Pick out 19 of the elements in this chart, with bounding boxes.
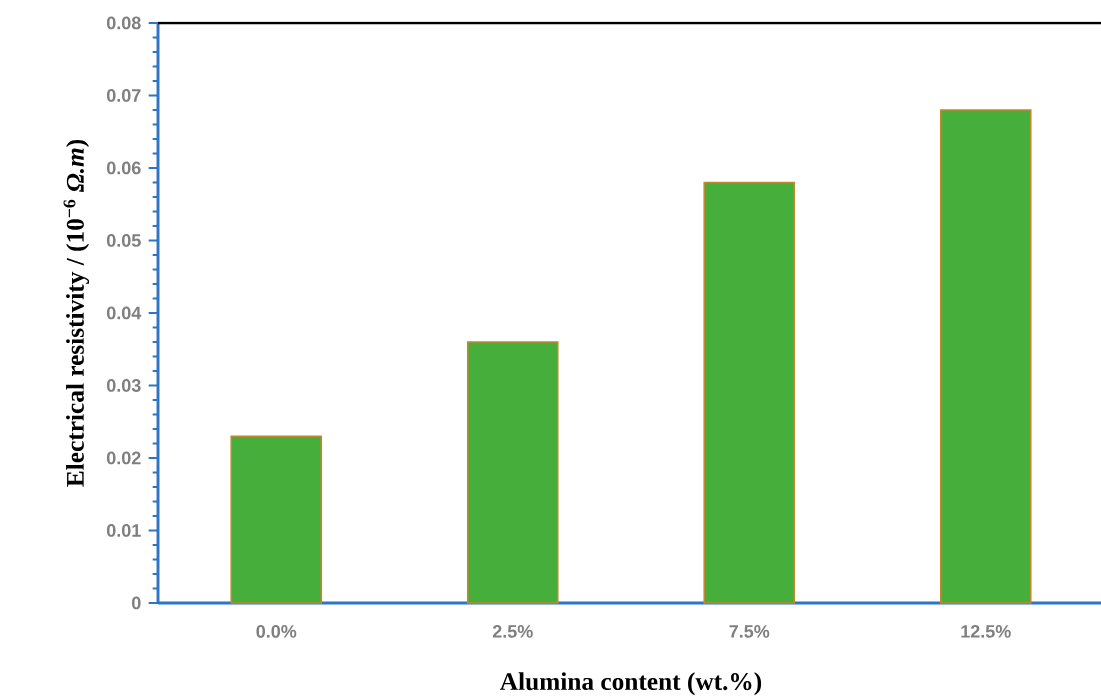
y-tick-label: 0.03 bbox=[106, 379, 141, 392]
y-tick-label: 0 bbox=[132, 596, 141, 610]
y-tick-label: 0.08 bbox=[106, 16, 141, 30]
bar bbox=[466, 341, 559, 604]
y-tick-label: 0.07 bbox=[106, 89, 141, 102]
y-axis-title: Electrical resistivity / (10$^{−6}$ Ω.m) bbox=[63, 139, 90, 487]
y-tick-label: 0.02 bbox=[106, 451, 141, 465]
y-tick-label: 0.05 bbox=[106, 234, 141, 247]
x-tick-label: 2.5% bbox=[492, 625, 533, 638]
bar bbox=[230, 435, 323, 604]
y-tick-label: 0.01 bbox=[106, 524, 141, 537]
y-tick-label: 0.04 bbox=[106, 306, 142, 320]
bar bbox=[939, 109, 1032, 604]
x-tick-label: 7.5% bbox=[729, 625, 770, 638]
x-axis-title: Alumina content (wt.%) bbox=[500, 672, 762, 696]
y-tick-label: 0.06 bbox=[106, 161, 141, 175]
x-tick-label: 12.5% bbox=[961, 625, 1011, 638]
bar bbox=[703, 181, 796, 604]
x-tick-label: 0.0% bbox=[256, 625, 297, 638]
